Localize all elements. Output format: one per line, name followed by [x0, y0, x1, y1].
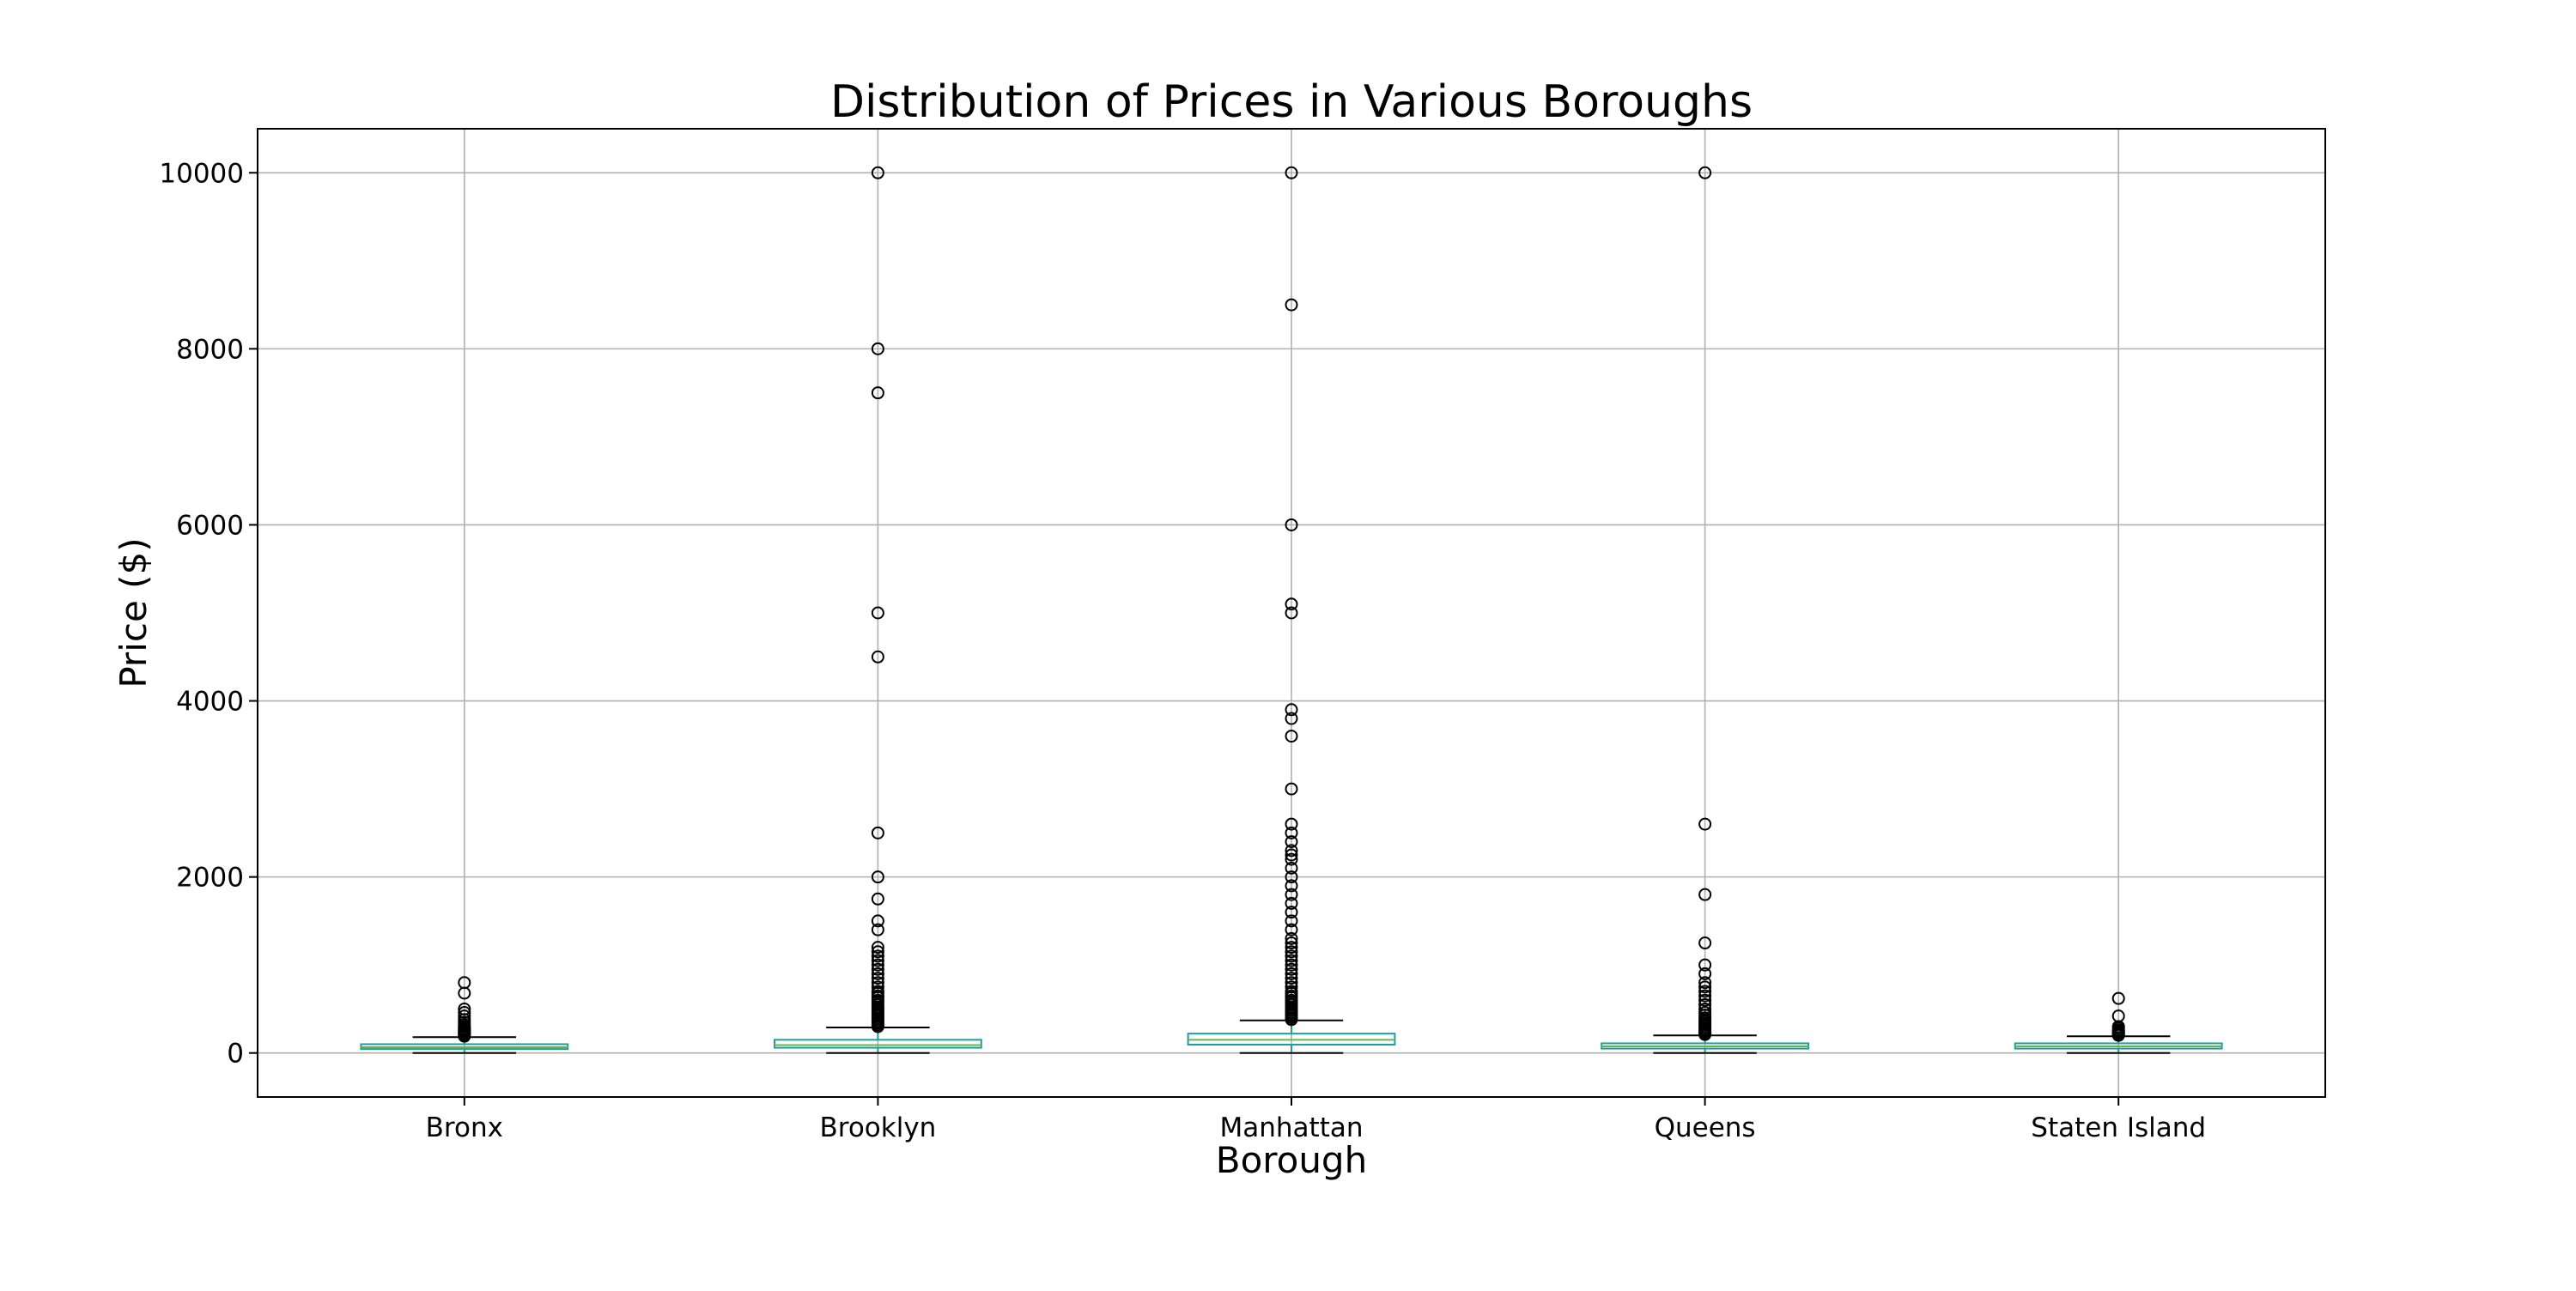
outlier-point	[1698, 989, 1712, 1003]
outlier-point	[871, 949, 884, 963]
outlier-point	[871, 941, 884, 955]
outlier-point	[1285, 941, 1298, 955]
outlier-point	[871, 650, 884, 664]
outlier-point	[1698, 997, 1712, 1011]
outlier-point	[1698, 936, 1712, 950]
outlier-point	[1285, 967, 1298, 980]
outlier-point	[1285, 166, 1298, 179]
outlier-point	[871, 914, 884, 928]
outlier-point	[1285, 703, 1298, 717]
x-tick-label: Queens	[1655, 1112, 1756, 1143]
outlier-point	[458, 1009, 471, 1023]
outlier-point	[871, 892, 884, 906]
outlier-point	[1698, 888, 1712, 901]
outlier-point	[1698, 967, 1712, 980]
outlier-point	[871, 967, 884, 980]
y-axis-label: Price ($)	[112, 537, 155, 688]
outlier-point	[871, 972, 884, 985]
outlier-point	[1698, 985, 1712, 998]
y-tick-label: 4000	[176, 687, 244, 718]
x-tick-label: Brooklyn	[819, 1112, 936, 1143]
outlier-point	[1285, 896, 1298, 910]
x-axis-label: Borough	[1216, 1139, 1367, 1181]
x-tick-label: Bronx	[426, 1112, 503, 1143]
outlier-point	[871, 826, 884, 839]
outlier-point	[871, 870, 884, 884]
outlier-point	[1285, 848, 1298, 862]
outlier-point	[871, 976, 884, 990]
outlier-point	[871, 954, 884, 967]
outlier-point	[1285, 518, 1298, 531]
outlier-point	[1285, 923, 1298, 936]
outlier-point	[1285, 914, 1298, 928]
outlier-point	[1698, 166, 1712, 179]
outlier-point	[458, 1006, 471, 1020]
outlier-point	[1285, 958, 1298, 972]
outlier-point	[1285, 931, 1298, 945]
outlier-point	[1285, 949, 1298, 963]
outlier-point	[1285, 954, 1298, 967]
outlier-point	[1698, 980, 1712, 994]
outlier-point	[871, 985, 884, 998]
outlier-point	[2111, 991, 2125, 1005]
outlier-point	[1698, 993, 1712, 1007]
outlier-point	[1285, 826, 1298, 839]
outlier-point	[1285, 852, 1298, 866]
outlier-point	[458, 1002, 471, 1015]
outlier-point	[871, 945, 884, 959]
outlier-point	[1285, 972, 1298, 985]
outlier-point	[1285, 962, 1298, 976]
outlier-point	[1285, 712, 1298, 725]
x-tick-label: Manhattan	[1220, 1112, 1364, 1143]
outlier-point	[871, 606, 884, 620]
outlier-point	[1285, 298, 1298, 312]
outliers	[458, 166, 2125, 1043]
outlier-point	[871, 386, 884, 400]
outlier-point	[1285, 945, 1298, 959]
x-tick-label: Staten Island	[2031, 1112, 2206, 1143]
outlier-point	[1285, 606, 1298, 620]
outlier-point	[1285, 817, 1298, 831]
outlier-point	[871, 962, 884, 976]
chart-title: Distribution of Prices in Various Boroug…	[830, 76, 1753, 128]
outlier-point	[1285, 985, 1298, 998]
outlier-point	[1698, 976, 1712, 990]
outlier-point	[871, 980, 884, 994]
outlier-point	[1285, 835, 1298, 849]
outlier-point	[871, 166, 884, 179]
y-tick-label: 10000	[159, 158, 244, 189]
outlier-point	[1698, 1002, 1712, 1015]
outlier-point	[1285, 879, 1298, 893]
outlier-point	[871, 342, 884, 355]
outlier-point	[1285, 861, 1298, 875]
ticks: 0 2000 4000 6000 8000 10000 Bronx Brooklyn Manha…	[159, 158, 2206, 1143]
outlier-point	[871, 958, 884, 972]
outlier-point	[1285, 597, 1298, 611]
outlier-point	[1285, 906, 1298, 919]
outlier-point	[871, 923, 884, 936]
y-tick-label: 2000	[176, 863, 244, 894]
outlier-point	[1285, 870, 1298, 884]
outlier-point	[1285, 976, 1298, 990]
outlier-point	[1698, 958, 1712, 972]
outlier-point	[1285, 844, 1298, 858]
y-tick-label: 6000	[176, 510, 244, 541]
outlier-point	[1285, 782, 1298, 796]
outlier-point	[1698, 1006, 1712, 1020]
y-tick-label: 8000	[176, 334, 244, 365]
outlier-point	[1698, 817, 1712, 831]
outlier-point	[1285, 888, 1298, 901]
outlier-point	[1285, 730, 1298, 743]
grid-lines	[258, 129, 2325, 1097]
outlier-point	[1285, 936, 1298, 950]
outlier-point	[458, 976, 471, 990]
outlier-point	[2111, 1009, 2125, 1023]
y-tick-label: 0	[227, 1039, 244, 1070]
box-group	[774, 1026, 982, 1054]
outlier-point	[1285, 980, 1298, 994]
iqr-box	[774, 1039, 982, 1049]
